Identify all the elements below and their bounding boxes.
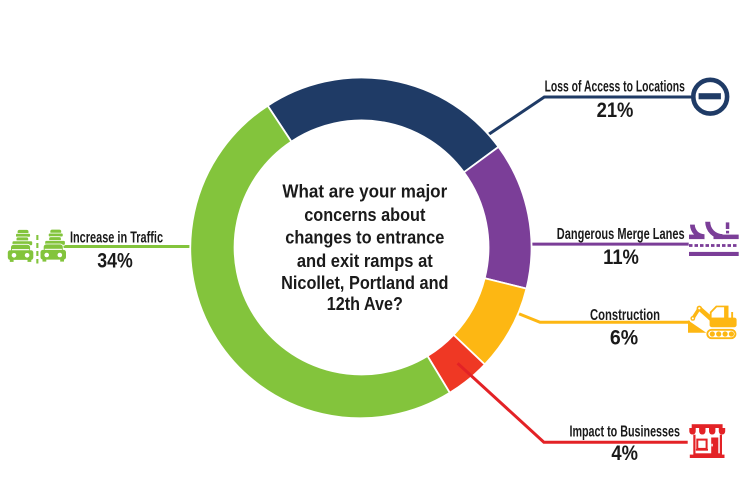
svg-text:concerns about: concerns about bbox=[304, 204, 425, 225]
svg-text:and exit ramps at: and exit ramps at bbox=[297, 250, 433, 271]
svg-text:12th Ave?: 12th Ave? bbox=[327, 293, 403, 314]
svg-text:Nicollet, Portland and: Nicollet, Portland and bbox=[281, 272, 448, 293]
svg-text:changes to entrance: changes to entrance bbox=[285, 227, 444, 248]
svg-text:21%: 21% bbox=[597, 99, 634, 123]
svg-text:6%: 6% bbox=[610, 325, 638, 349]
svg-text:Dangerous Merge Lanes: Dangerous Merge Lanes bbox=[557, 225, 685, 242]
svg-text:Construction: Construction bbox=[590, 306, 660, 323]
svg-text:Loss of Access to Locations: Loss of Access to Locations bbox=[545, 78, 685, 96]
svg-text:Impact to Businesses: Impact to Businesses bbox=[569, 423, 680, 440]
svg-text:34%: 34% bbox=[97, 249, 133, 273]
svg-text:4%: 4% bbox=[611, 441, 638, 465]
svg-text:11%: 11% bbox=[603, 246, 639, 270]
svg-text:What are your major: What are your major bbox=[282, 181, 447, 202]
svg-text:Increase in Traffic: Increase in Traffic bbox=[70, 229, 164, 246]
